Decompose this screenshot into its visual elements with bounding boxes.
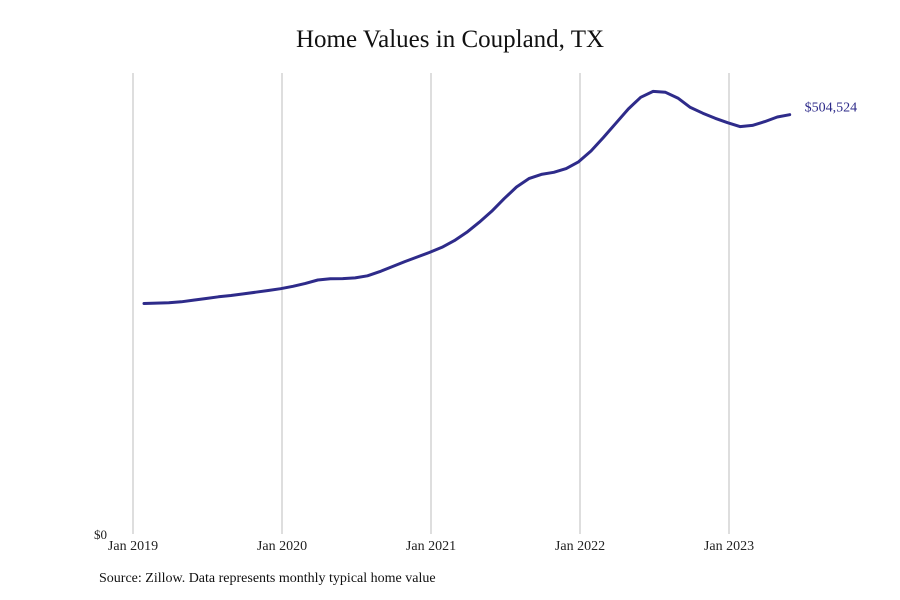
- home-value-line: [142, 89, 792, 305]
- last-value-label: $504,524: [805, 101, 858, 116]
- vertical-gridlines: [132, 73, 730, 534]
- x-axis-tick-label-2022: Jan 2022: [555, 539, 605, 554]
- x-axis-tick-label-2023: Jan 2023: [704, 539, 754, 554]
- x-axis-tick-label-2021: Jan 2021: [406, 539, 456, 554]
- chart-title: Home Values in Coupland, TX: [295, 26, 605, 53]
- x-axis-tick-labels: Jan 2019 Jan 2020 Jan 2021 Jan 2022 Jan 2023: [108, 539, 754, 554]
- x-axis-tick-label-2020: Jan 2020: [257, 539, 307, 554]
- x-axis-tick-label-2019: Jan 2019: [108, 539, 158, 554]
- y-axis-tick-label-zero: $0: [94, 527, 107, 542]
- source-note: Source: Zillow. Data represents monthly …: [99, 571, 436, 586]
